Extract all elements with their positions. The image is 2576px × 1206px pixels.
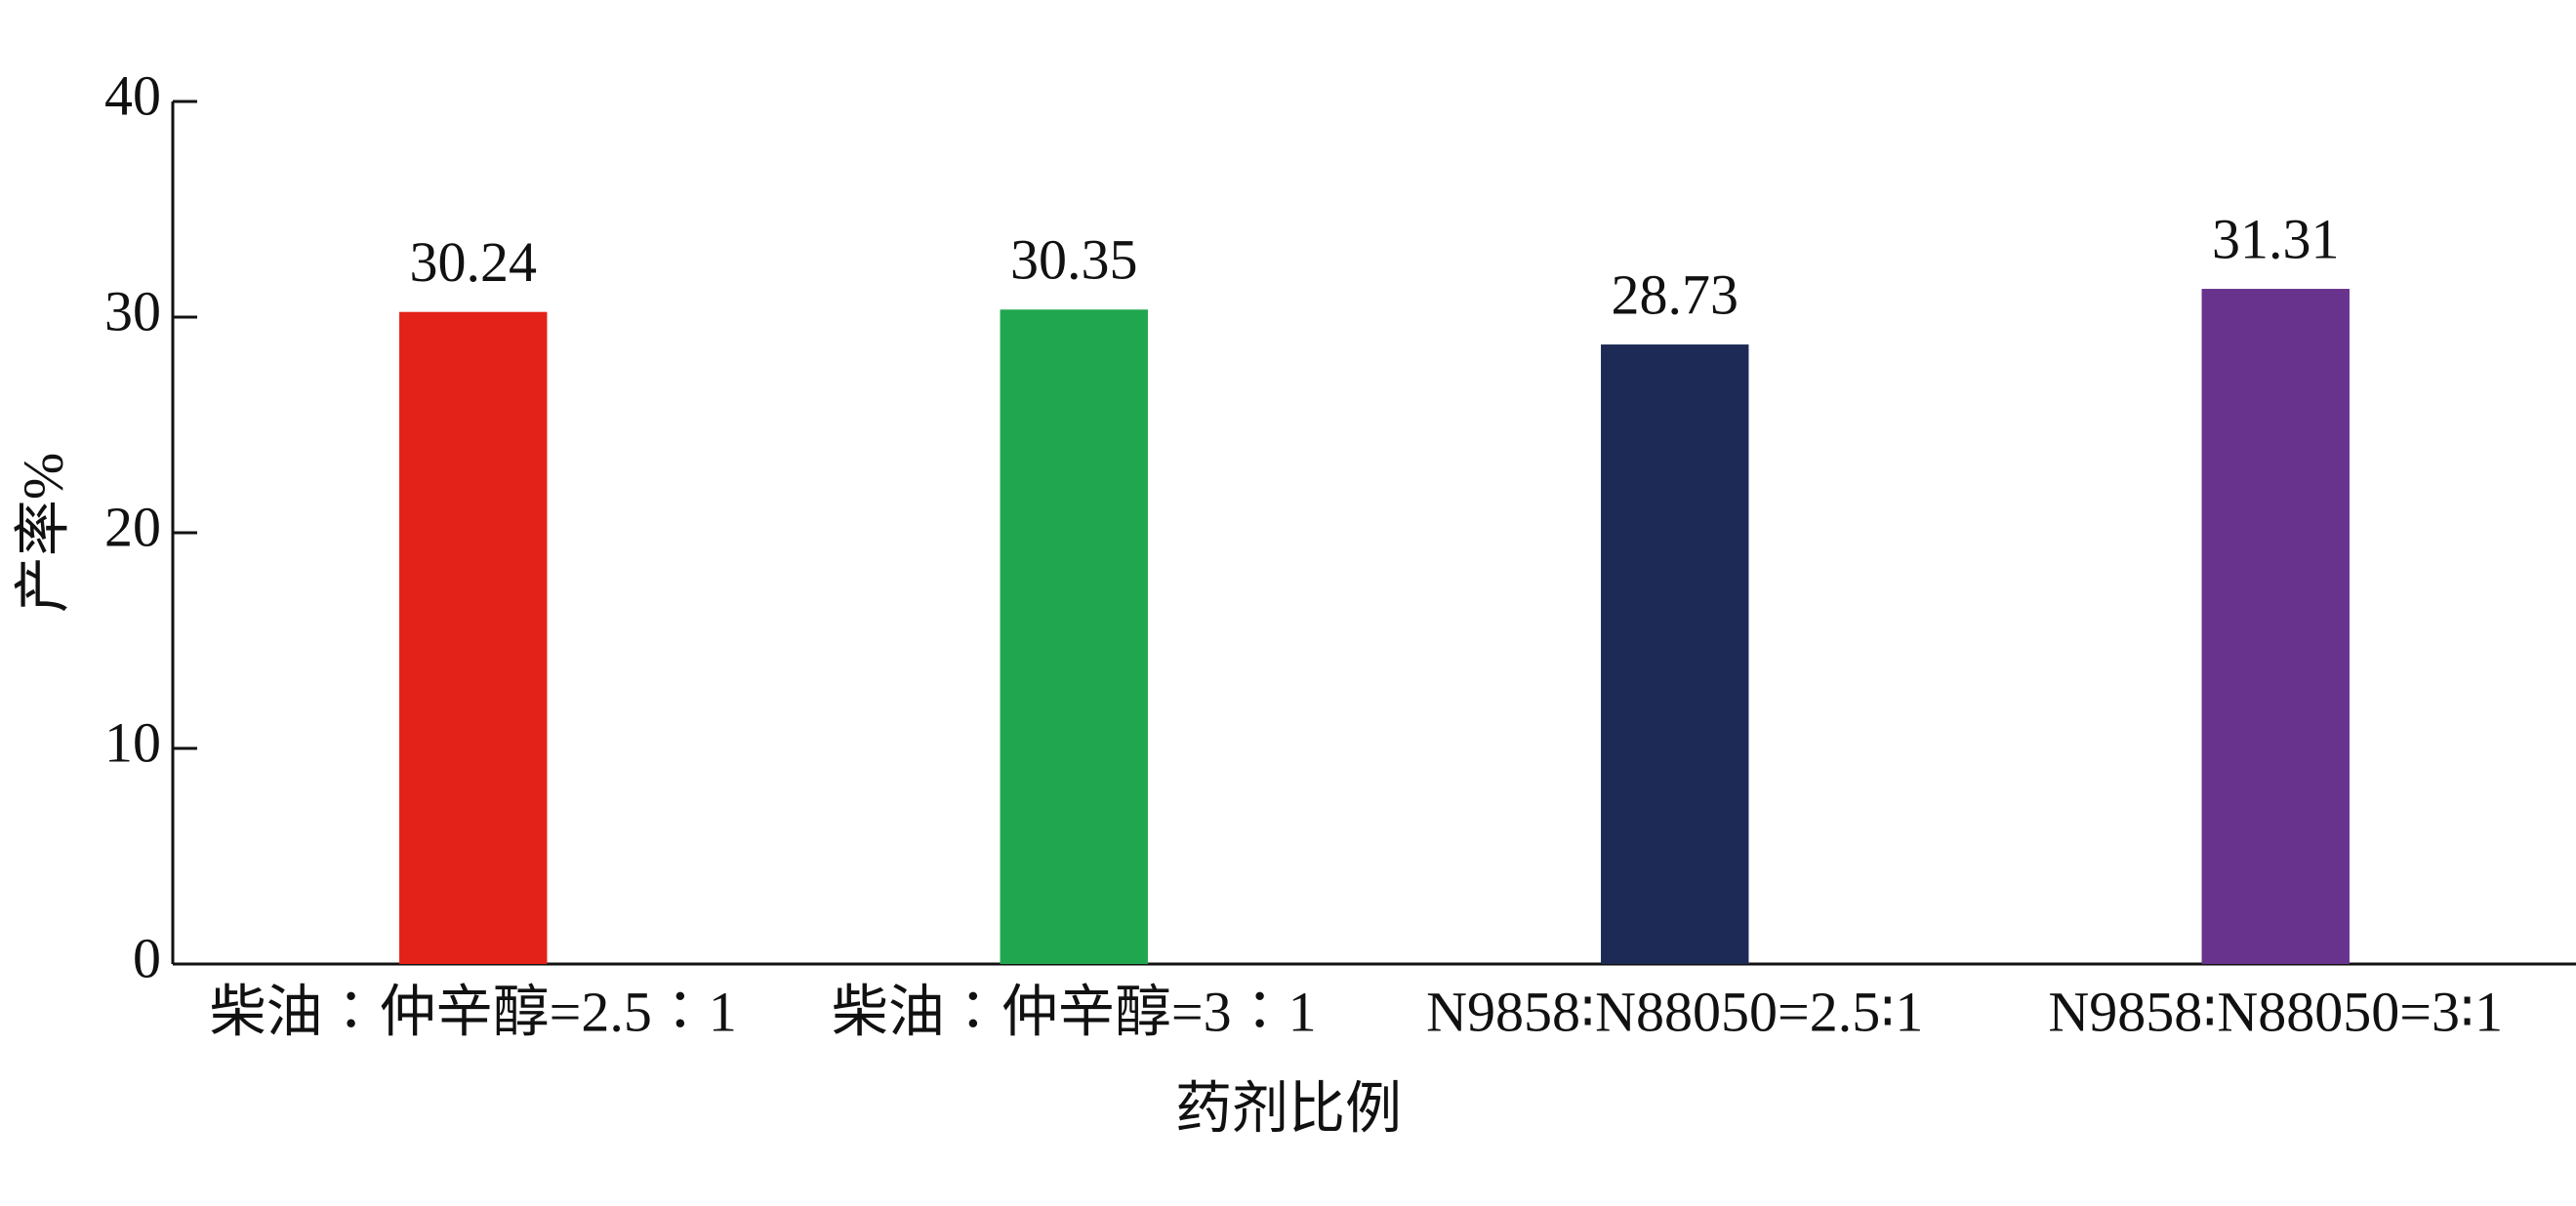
x-tick-label: 柴油∶仲辛醇=3∶1 <box>832 980 1317 1043</box>
bar <box>1000 309 1148 964</box>
x-axis-label: 药剂比例 <box>1175 1076 1402 1140</box>
value-label: 28.73 <box>1612 262 1739 326</box>
x-tick-label: 柴油∶仲辛醇=2.5∶1 <box>210 980 737 1043</box>
y-tick-label: 40 <box>104 63 161 127</box>
x-tick-label: N9858∶N88050=2.5∶1 <box>1426 980 1923 1043</box>
value-label: 30.24 <box>410 230 538 294</box>
value-label: 31.31 <box>2212 207 2340 270</box>
bar <box>399 311 548 964</box>
x-tick-label: N9858∶N88050=3∶1 <box>2048 980 2503 1043</box>
bar <box>2201 289 2350 964</box>
y-tick-label: 0 <box>133 926 161 989</box>
bar <box>1601 344 1749 964</box>
y-tick-label: 30 <box>104 279 161 342</box>
y-tick-label: 20 <box>104 495 161 558</box>
y-tick-label: 10 <box>104 710 161 774</box>
value-label: 30.35 <box>1010 228 1138 292</box>
y-axis-label: 产率% <box>11 453 74 613</box>
